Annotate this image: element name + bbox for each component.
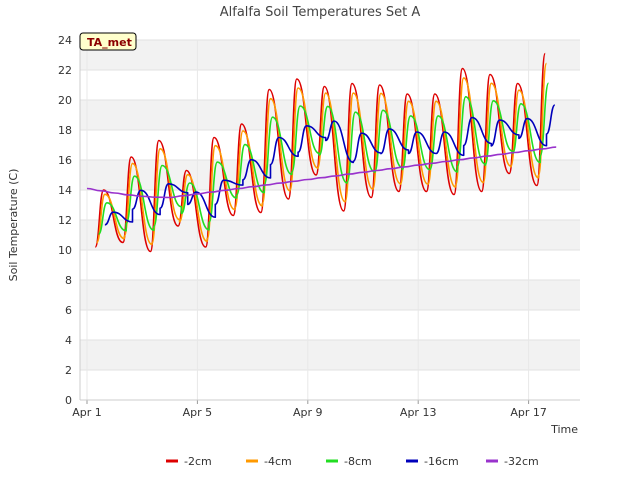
y-tick-label: 24 bbox=[58, 34, 72, 47]
legend-label: -32cm bbox=[504, 455, 539, 468]
x-tick-label: Apr 13 bbox=[400, 406, 437, 419]
station-badge: TA_met bbox=[79, 32, 137, 51]
y-tick-label: 6 bbox=[65, 304, 72, 317]
legend-label: -4cm bbox=[264, 455, 292, 468]
legend-label: -16cm bbox=[424, 455, 459, 468]
y-tick-label: 18 bbox=[58, 124, 72, 137]
legend: -2cm -4cm -8cm -16cm -32cm bbox=[166, 455, 539, 468]
grid-band bbox=[80, 40, 580, 70]
series-line-minus-16cm bbox=[104, 104, 556, 226]
chart-title: Alfalfa Soil Temperatures Set A bbox=[220, 5, 421, 20]
series-line-minus-8cm bbox=[97, 82, 550, 235]
y-tick-label: 8 bbox=[65, 274, 72, 287]
series-lines bbox=[86, 52, 557, 253]
series-line-minus-4cm bbox=[95, 62, 548, 246]
y-tick-label: 12 bbox=[58, 214, 72, 227]
legend-label: -2cm bbox=[184, 455, 212, 468]
series-line-minus-32cm bbox=[86, 146, 557, 199]
grid-band bbox=[80, 280, 580, 310]
y-tick-label: 20 bbox=[58, 94, 72, 107]
y-tick-label: 14 bbox=[58, 184, 72, 197]
y-tick-label: 22 bbox=[58, 64, 72, 77]
station-badge-box bbox=[79, 32, 137, 51]
y-tick-label: 10 bbox=[58, 244, 72, 257]
x-tick-label: Apr 1 bbox=[72, 406, 102, 419]
y-axis-label: Soil Temperature (C) bbox=[7, 169, 20, 282]
y-tick-label: 0 bbox=[65, 394, 72, 407]
y-tick-label: 4 bbox=[65, 334, 72, 347]
y-tick-label: 2 bbox=[65, 364, 72, 377]
series-line-minus-2cm bbox=[94, 52, 546, 253]
grid-band bbox=[80, 340, 580, 370]
grid-bands bbox=[80, 40, 580, 370]
x-tick-label: Apr 5 bbox=[183, 406, 213, 419]
x-tick-label: Apr 9 bbox=[293, 406, 323, 419]
x-tick-label: Apr 17 bbox=[510, 406, 547, 419]
y-tick-label: 16 bbox=[58, 154, 72, 167]
station-badge-label: TA_met bbox=[87, 36, 132, 49]
x-axis-label: Time bbox=[550, 423, 578, 436]
grid-band bbox=[80, 220, 580, 250]
legend-label: -8cm bbox=[344, 455, 372, 468]
